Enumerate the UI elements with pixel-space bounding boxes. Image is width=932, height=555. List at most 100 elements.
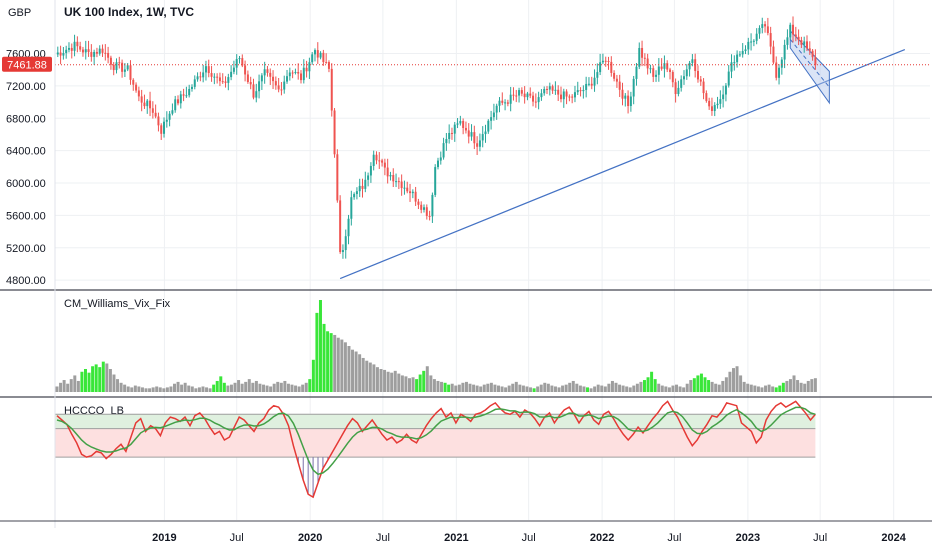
candle-body — [596, 72, 599, 78]
candle-body — [409, 191, 412, 194]
candle-body — [691, 59, 694, 63]
candle-body — [241, 58, 244, 66]
candle-body — [300, 73, 303, 81]
vix-fix-bar — [810, 379, 814, 392]
vix-fix-bar — [372, 364, 376, 392]
vix-fix-bar — [621, 385, 625, 392]
time-axis[interactable]: 2019 Jul 2020 Jul 2021 Jul 2022 Jul 2023 Jul 2024 — [152, 532, 907, 544]
candle-body — [277, 85, 280, 90]
candle-body — [126, 65, 129, 70]
candle-body — [808, 48, 811, 51]
candle-body — [428, 215, 431, 217]
vix-fix-bar — [756, 386, 760, 392]
vix-fix-pane[interactable]: CM_Williams_Vix_Fix — [55, 298, 817, 392]
candle-body — [736, 54, 739, 63]
vix-fix-bar — [667, 387, 671, 392]
vix-fix-bar — [682, 387, 686, 392]
candle-body — [462, 120, 465, 128]
vix-fix-bar — [529, 387, 533, 392]
vix-fix-bar — [311, 359, 315, 392]
candle-body — [232, 67, 235, 72]
candle-body — [319, 52, 322, 58]
candle-body — [663, 63, 666, 69]
vix-fix-bar — [354, 351, 358, 392]
candle-body — [615, 78, 618, 82]
trendline[interactable] — [339, 48, 906, 280]
vix-fix-bar — [497, 385, 500, 392]
candle-body — [81, 49, 84, 53]
vix-fix-bar — [66, 383, 70, 392]
candle-body — [789, 24, 792, 38]
candle-body — [562, 91, 565, 100]
vix-fix-bar — [404, 376, 408, 392]
vix-fix-bar — [461, 382, 465, 392]
vix-fix-bar — [707, 380, 711, 392]
candle-body — [484, 131, 487, 135]
vix-fix-bar — [749, 384, 753, 392]
price-axis: 7600.007200.006800.006400.006000.005600.… — [6, 49, 46, 288]
vix-fix-bar — [632, 385, 636, 392]
candle-body — [750, 41, 753, 43]
candle-body — [143, 102, 146, 107]
pane-separators[interactable] — [0, 0, 932, 528]
candle-body — [674, 82, 677, 95]
vix-fix-bar — [571, 380, 575, 392]
candle-body — [59, 52, 62, 56]
vix-fix-bar — [272, 383, 276, 392]
candle-body — [118, 62, 121, 64]
vix-fix-bar — [98, 367, 102, 392]
candle-body — [341, 250, 344, 253]
candle-body — [719, 99, 722, 104]
hccco-pane[interactable]: HCCCO_LB — [55, 400, 816, 499]
vix-fix-bar — [703, 377, 707, 392]
vix-fix-title: CM_Williams_Vix_Fix — [64, 298, 171, 310]
vix-fix-bar — [119, 382, 123, 392]
vix-fix-bar — [336, 337, 340, 392]
hccco-signal-line — [56, 406, 816, 476]
time-tick-label: Jul — [813, 532, 827, 544]
candle-body — [263, 69, 266, 76]
vix-fix-bar — [610, 380, 614, 392]
vix-fix-bar — [244, 381, 248, 392]
candle-body — [98, 48, 101, 54]
candle-body — [529, 93, 532, 96]
candle-body — [375, 154, 378, 161]
vix-fix-bar — [155, 386, 159, 392]
candle-body — [109, 57, 112, 65]
vix-fix-bar — [180, 384, 184, 392]
candle-body — [258, 81, 261, 92]
candle-body — [316, 50, 319, 58]
candle-body — [559, 94, 562, 100]
vix-fix-bar — [108, 369, 112, 392]
vix-fix-bar — [575, 383, 579, 392]
candle-body — [618, 81, 621, 90]
vix-fix-bar — [379, 369, 383, 392]
vix-fix-bar — [781, 382, 785, 392]
price-pane[interactable]: GBP UK 100 Index, 1W, TVC 7600.007200.00… — [2, 5, 930, 287]
candle-body — [157, 116, 160, 126]
vix-fix-bar — [208, 388, 212, 392]
vix-fix-bar — [69, 379, 73, 392]
candle-body — [308, 62, 311, 72]
candle-body — [532, 95, 535, 102]
candle-body — [286, 76, 289, 82]
candle-body — [216, 76, 219, 78]
candle-body — [146, 100, 149, 107]
time-tick-label: Jul — [522, 532, 536, 544]
vix-fix-bar — [593, 386, 597, 392]
candle-body — [523, 93, 526, 98]
vix-fix-bar — [415, 379, 419, 392]
vix-fix-bar — [226, 385, 230, 392]
candle-body — [112, 64, 115, 71]
candle-body — [313, 50, 316, 55]
vix-fix-bar — [653, 379, 657, 392]
candle-body — [607, 60, 610, 62]
candles — [56, 16, 817, 259]
candle-body — [473, 132, 476, 144]
candle-body — [490, 117, 493, 121]
candle-body — [546, 88, 549, 90]
vix-fix-bar — [173, 383, 176, 392]
vix-fix-bar — [450, 383, 454, 392]
